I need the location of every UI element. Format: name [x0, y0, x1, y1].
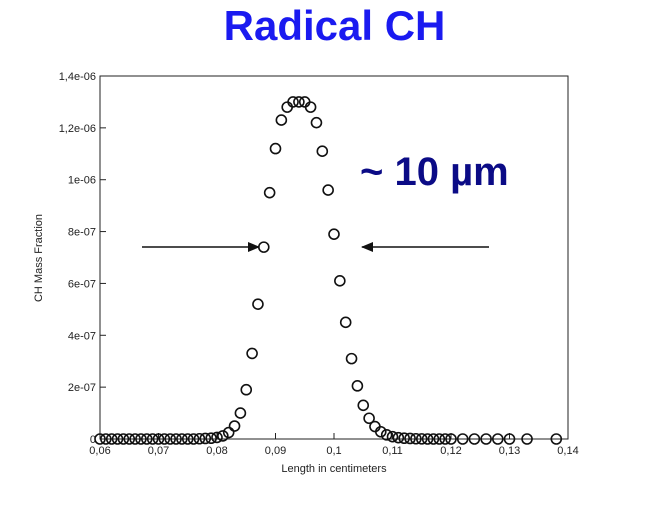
data-point	[316, 145, 329, 157]
data-point	[410, 432, 422, 445]
data-point	[246, 347, 258, 360]
data-point	[427, 433, 440, 445]
x-axis-label: Length in centimeters	[281, 463, 387, 475]
data-point	[351, 380, 364, 392]
data-point	[94, 433, 106, 445]
y-tick-label: 1,4e-06	[59, 71, 96, 83]
y-tick-label: 1e-06	[68, 175, 96, 187]
data-point	[421, 433, 434, 445]
data-point	[228, 420, 241, 432]
width-annotation: ~ 10 µm	[360, 150, 509, 194]
data-point	[456, 433, 469, 445]
data-point	[386, 430, 399, 443]
data-point	[100, 433, 112, 445]
data-point	[187, 433, 200, 445]
data-point	[521, 433, 533, 445]
data-point	[111, 433, 124, 445]
data-point	[363, 412, 375, 425]
data-point	[398, 432, 411, 445]
data-point	[129, 433, 141, 445]
y-tick-label: 6e-07	[68, 278, 96, 290]
data-point	[199, 432, 212, 445]
y-tick-label: 4e-07	[68, 330, 96, 342]
data-point	[158, 433, 171, 445]
data-point	[123, 433, 136, 445]
data-point	[380, 429, 393, 441]
data-point	[310, 116, 323, 129]
data-point	[293, 96, 305, 108]
data-point	[480, 433, 492, 445]
x-tick-label: 0,11	[382, 445, 403, 457]
data-point	[211, 431, 223, 444]
y-tick-label: 2e-07	[68, 382, 96, 394]
x-tick-label: 0,12	[440, 445, 461, 457]
x-tick-label: 0,14	[557, 445, 578, 457]
data-point	[334, 275, 346, 287]
data-point	[263, 186, 276, 199]
x-tick-label: 0,13	[499, 445, 520, 457]
data-point	[117, 433, 130, 445]
data-point	[491, 433, 504, 445]
data-point	[304, 101, 317, 113]
data-point	[105, 433, 118, 445]
data-point	[217, 430, 229, 442]
data-point	[269, 142, 282, 155]
data-point	[392, 431, 405, 444]
plot-frame	[99, 75, 569, 440]
data-point	[439, 433, 451, 445]
y-tick-label: 8e-07	[68, 227, 96, 239]
data-point	[322, 184, 334, 196]
data-point	[193, 432, 206, 445]
data-point	[135, 433, 147, 445]
y-tick-label: 1,2e-06	[59, 123, 96, 135]
y-axis-label: CH Mass Fraction	[33, 214, 45, 302]
data-point	[468, 433, 481, 445]
y-axis-ticks: 0 2e-07 4e-07 6e-07 8e-07 1e-06 1,2e-06 1,4e-06	[59, 71, 106, 446]
data-point	[240, 383, 253, 396]
data-point	[205, 432, 217, 445]
page-title: Radical CH	[223, 2, 446, 49]
data-point	[152, 433, 165, 445]
data-point	[339, 316, 352, 329]
y-tick-label: 0	[90, 434, 96, 446]
data-point	[328, 228, 340, 240]
data-point	[550, 433, 563, 445]
data-point	[252, 298, 264, 310]
data-point	[141, 433, 153, 445]
data-point	[345, 352, 358, 365]
data-point	[176, 433, 188, 445]
data-point	[257, 241, 270, 253]
data-point	[503, 433, 516, 445]
data-point	[357, 399, 370, 412]
x-tick-label: 0,07	[148, 445, 169, 457]
data-series	[94, 96, 563, 445]
data-point	[415, 433, 428, 445]
data-point	[164, 433, 176, 445]
data-point	[222, 426, 235, 439]
data-point	[181, 433, 194, 445]
x-tick-label: 0,1	[326, 445, 341, 457]
data-point	[234, 407, 247, 419]
data-point	[404, 432, 416, 445]
data-point	[374, 425, 387, 438]
data-point	[433, 433, 446, 445]
data-point	[445, 433, 457, 445]
x-tick-label: 0,09	[265, 445, 286, 457]
data-point	[146, 433, 159, 445]
x-tick-label: 0,08	[206, 445, 227, 457]
x-axis-ticks: 0,06 0,07 0,08 0,09 0,1 0,11 0,12 0,13 0,14	[89, 433, 579, 457]
x-tick-label: 0,06	[89, 445, 110, 457]
data-point	[170, 433, 182, 445]
data-point	[287, 96, 299, 108]
data-point	[275, 114, 288, 126]
